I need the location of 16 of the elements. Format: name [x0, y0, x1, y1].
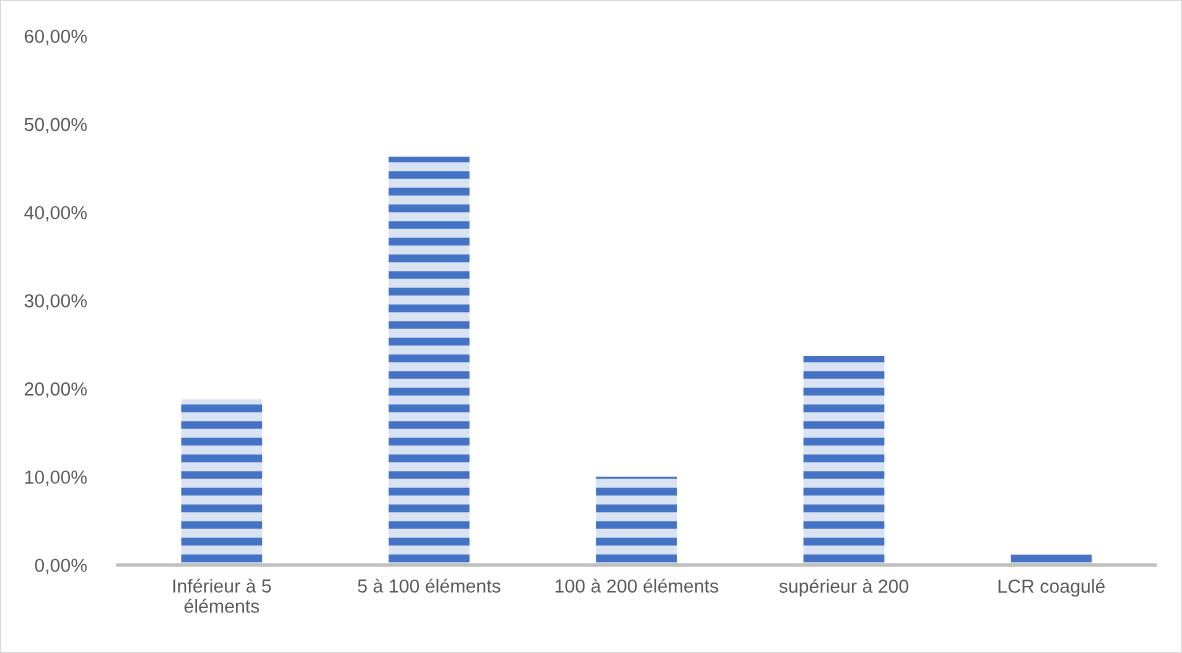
y-tick-label: 50,00% [24, 117, 87, 134]
bar [388, 156, 470, 565]
y-tick-label: 40,00% [24, 206, 87, 222]
bar [803, 356, 885, 565]
y-tick-label: 60,00% [24, 29, 87, 46]
y-tick-label: 20,00% [24, 382, 87, 398]
bar [181, 399, 263, 565]
bar [596, 476, 677, 565]
y-tick-label: 10,00% [25, 470, 87, 487]
x-tick-label: supérieur à 200 [779, 578, 909, 597]
y-tick-label: 0,00% [35, 558, 87, 575]
x-tick-label: 100 à 200 éléments [555, 578, 719, 593]
y-tick-label: 30,00% [24, 294, 87, 310]
x-tick-label: Inférieur à 5 éléments [173, 578, 271, 613]
x-tick-label: LCR coagulé [998, 578, 1105, 597]
x-tick-label: 5 à 100 éléments [357, 578, 501, 593]
